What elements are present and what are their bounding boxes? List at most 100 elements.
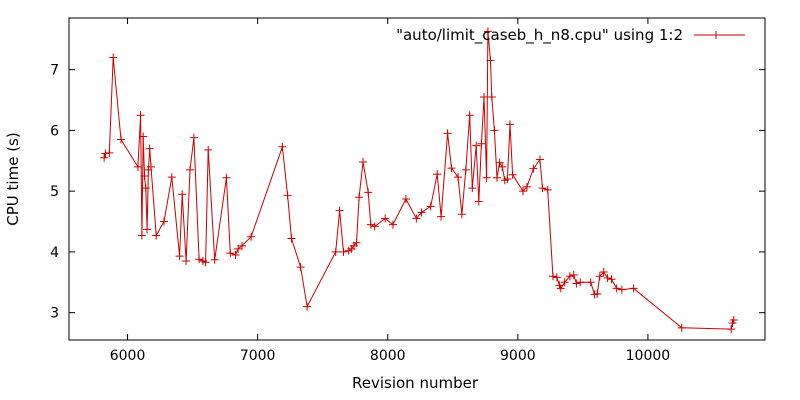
data-point: [359, 157, 368, 166]
y-tick-label: 4: [50, 245, 59, 261]
data-point: [595, 272, 604, 281]
series-line: [103, 31, 735, 330]
data-point: [303, 302, 312, 311]
data-point: [195, 255, 204, 264]
data-point: [204, 145, 213, 154]
data-point: [576, 278, 585, 287]
data-point: [278, 142, 287, 151]
data-point: [612, 284, 621, 293]
plot-border: [68, 17, 766, 341]
data-point: [247, 232, 256, 241]
data-point: [238, 241, 247, 250]
data-point: [105, 148, 114, 157]
data-point: [447, 164, 456, 173]
data-point: [433, 170, 442, 179]
data-point: [366, 220, 375, 229]
data-point: [552, 273, 561, 282]
data-point: [607, 275, 616, 284]
data-point: [178, 190, 187, 199]
y-tick-label: 6: [50, 123, 59, 139]
data-point: [495, 158, 504, 167]
data-point: [457, 210, 466, 219]
data-point: [569, 270, 578, 279]
data-point: [572, 279, 581, 288]
data-point: [543, 185, 552, 194]
data-point: [287, 234, 296, 243]
legend-marker-sample: [712, 31, 720, 39]
data-point: [412, 214, 421, 223]
y-tick-label: 7: [50, 63, 59, 79]
data-point: [182, 257, 191, 266]
data-point: [465, 111, 474, 120]
data-point: [136, 111, 145, 120]
data-point: [141, 184, 150, 193]
data-point: [586, 278, 595, 287]
data-point: [486, 56, 495, 65]
data-point: [617, 285, 626, 294]
data-point: [226, 249, 235, 258]
x-tick-label: 6000: [110, 348, 146, 364]
data-point: [175, 252, 184, 261]
data-point: [335, 206, 344, 215]
data-point: [159, 217, 168, 226]
data-point: [468, 184, 477, 193]
data-point: [535, 155, 544, 164]
data-point: [143, 225, 152, 234]
data-point: [629, 284, 638, 293]
data-point: [508, 170, 517, 179]
data-point: [565, 272, 574, 281]
data-point: [498, 162, 507, 171]
y-tick-label: 5: [50, 184, 59, 200]
data-point: [146, 162, 155, 171]
data-point: [388, 220, 397, 229]
data-point: [100, 153, 109, 162]
data-point: [729, 315, 738, 324]
data-point: [482, 173, 491, 182]
data-point: [355, 193, 364, 202]
data-point: [556, 284, 565, 293]
data-point: [370, 222, 379, 231]
data-point: [593, 289, 602, 298]
data-point: [522, 182, 531, 191]
data-point: [599, 267, 608, 276]
data-point: [210, 255, 219, 264]
legend-label: "auto/limit_caseb_h_n8.cpu" using 1:2: [396, 26, 683, 45]
data-point: [529, 164, 538, 173]
x-tick-label: 7000: [240, 348, 276, 364]
data-point: [352, 238, 361, 247]
data-point: [548, 272, 557, 281]
data-point: [479, 92, 488, 101]
x-tick-label: 10000: [626, 348, 671, 364]
tick-labels: 6000 7000 8000 9000 10000 3 4 5 6 7: [50, 63, 670, 364]
legend: "auto/limit_caseb_h_n8.cpu" using 1:2: [396, 26, 745, 45]
data-point: [283, 191, 292, 200]
data-point: [101, 149, 110, 158]
data-point: [477, 139, 486, 148]
data-point: [109, 53, 118, 62]
axis-ticks: [69, 18, 765, 340]
data-point: [560, 278, 569, 287]
data-point: [152, 231, 161, 240]
data-point: [117, 135, 126, 144]
data-point: [137, 231, 146, 240]
data-point: [364, 188, 373, 197]
data-point: [506, 120, 515, 129]
data-point: [296, 263, 305, 272]
series-layer: [100, 27, 738, 334]
y-tick-label: 3: [50, 306, 59, 322]
data-point: [487, 92, 496, 101]
data-point: [139, 132, 148, 141]
data-point: [490, 126, 499, 135]
data-point: [231, 250, 240, 259]
data-point: [474, 197, 483, 206]
data-point: [339, 247, 348, 256]
data-point: [538, 184, 547, 193]
data-point: [443, 129, 452, 138]
data-point: [453, 173, 462, 182]
data-point: [201, 258, 210, 267]
data-point: [145, 144, 154, 153]
data-point: [472, 141, 481, 150]
x-tick-label: 8000: [370, 348, 406, 364]
data-point: [727, 325, 736, 334]
